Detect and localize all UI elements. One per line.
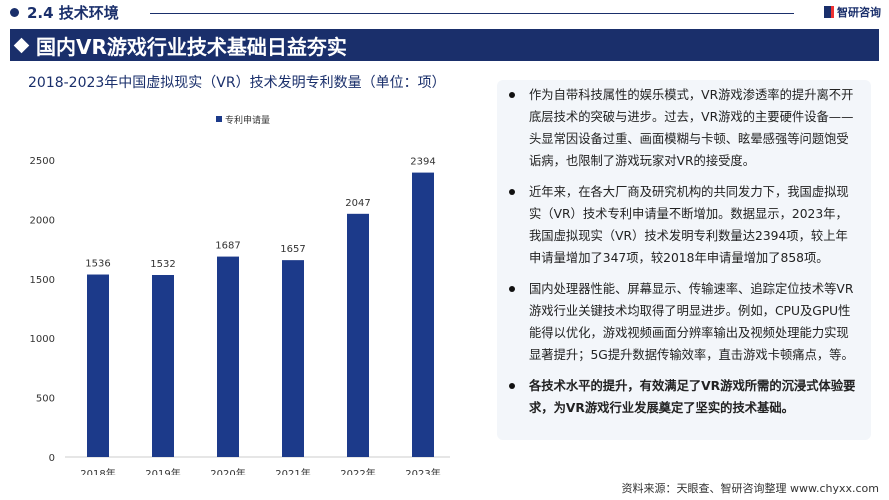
bar [282,260,304,457]
bar [87,274,109,457]
y-tick-label: 2500 [30,156,55,167]
legend-swatch [216,116,222,122]
logo: 智研咨询 [824,4,881,20]
section-heading: 2.4 技术环境 [10,2,119,23]
data-label: 2394 [410,157,435,168]
diamond-icon [13,37,30,53]
section-title: 2.4 技术环境 [27,4,119,22]
y-tick-label: 500 [36,394,55,405]
bullet-icon [509,189,515,195]
data-label: 1532 [150,259,175,270]
paragraph-text: 近年来，在各大厂商及研究机构的共同发力下，我国虚拟现实（VR）技术专利申请量不断… [529,185,849,265]
data-label: 2047 [345,198,370,209]
y-tick-label: 1500 [30,275,55,286]
bullet-paragraph: 国内处理器性能、屏幕显示、传输速率、追踪定位技术等VR游戏行业关键技术均取得了明… [507,278,859,366]
paragraph-text: 各技术水平的提升，有效满足了VR游戏所需的沉浸式体验要求，为VR游戏行业发展奠定… [529,379,856,415]
divider [150,13,794,14]
x-tick-label: 2020年 [210,467,245,475]
bar [217,256,239,457]
x-tick-label: 2019年 [145,467,180,475]
bullet-paragraph: 作为自带科技属性的娱乐模式，VR游戏渗透率的提升离不开底层技术的突破与进步。过去… [507,84,859,172]
logo-text: 智研咨询 [837,6,881,19]
chart-title: 2018-2023年中国虚拟现实（VR）技术发明专利数量（单位：项） [28,75,446,91]
logo-icon [824,6,834,18]
y-tick-label: 2000 [30,215,55,226]
x-tick-label: 2022年 [340,467,375,475]
banner-title: 国内VR游戏行业技术基础日益夯实 [36,34,347,59]
bar-chart: 0 500 1000 1500 2000 2500 专利申请量 1536 2018年 1532 20… [30,114,450,475]
y-tick-label: 1000 [30,334,55,345]
bullet-icon [509,92,515,98]
paragraph-text: 国内处理器性能、屏幕显示、传输速率、追踪定位技术等VR游戏行业关键技术均取得了明… [529,282,854,362]
bullet-icon [509,383,515,389]
source-note: 资料来源：天眼查、智研咨询整理 www.chyxx.com [621,482,879,495]
x-tick-label: 2018年 [80,467,115,475]
bar [412,172,434,457]
bar [152,274,174,457]
data-label: 1536 [85,259,110,270]
paragraph-text: 作为自带科技属性的娱乐模式，VR游戏渗透率的提升离不开底层技术的突破与进步。过去… [529,88,854,168]
bullet-paragraph: 近年来，在各大厂商及研究机构的共同发力下，我国虚拟现实（VR）技术专利申请量不断… [507,181,859,269]
data-label: 1687 [215,241,240,252]
y-tick-label: 0 [49,453,55,464]
banner: 国内VR游戏行业技术基础日益夯实 [10,29,879,61]
bullet-icon [509,286,515,292]
bar [347,213,369,457]
text-panel: 作为自带科技属性的娱乐模式，VR游戏渗透率的提升离不开底层技术的突破与进步。过去… [497,80,871,440]
data-label: 1657 [280,244,305,255]
bullet-icon [10,8,19,17]
legend-label: 专利申请量 [225,114,270,126]
x-tick-label: 2023年 [405,467,440,475]
x-tick-label: 2021年 [275,467,310,475]
bullet-paragraph: 各技术水平的提升，有效满足了VR游戏所需的沉浸式体验要求，为VR游戏行业发展奠定… [507,375,859,419]
